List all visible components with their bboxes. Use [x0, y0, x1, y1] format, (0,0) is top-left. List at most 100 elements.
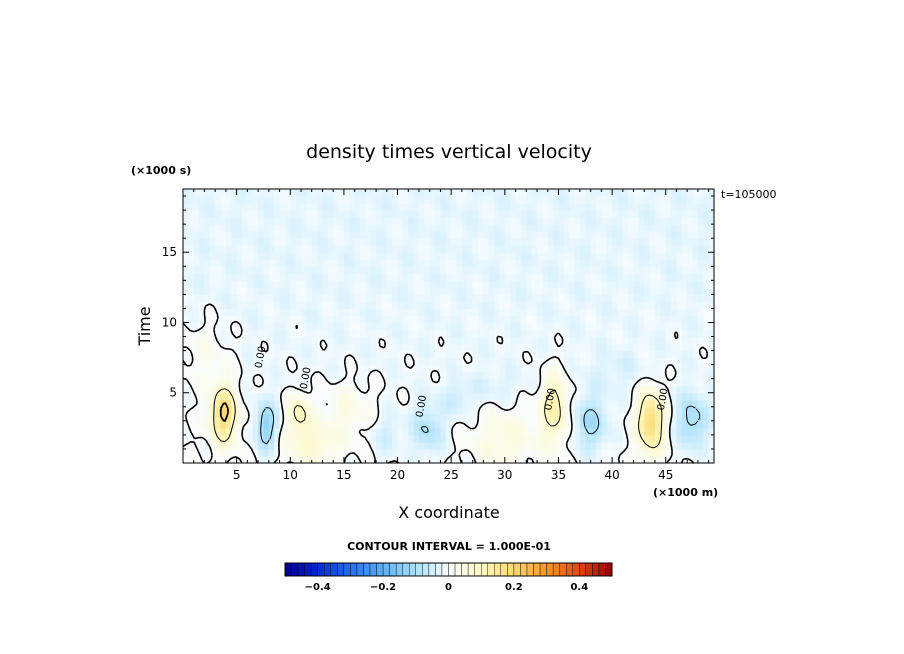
- heat-cell: [360, 252, 366, 260]
- heat-cell: [612, 210, 619, 218]
- heat-cell: [252, 427, 259, 436]
- heat-cell: [360, 343, 366, 352]
- heat-cell: [376, 189, 383, 197]
- heat-cell: [188, 231, 195, 239]
- heat-cell: [697, 217, 704, 225]
- heat-cell: [622, 350, 629, 359]
- heat-cell: [258, 441, 265, 450]
- heat-cell: [419, 308, 425, 317]
- heat-cell: [494, 448, 501, 457]
- heat-cell: [478, 357, 484, 366]
- heat-cell: [199, 259, 206, 267]
- heat-cell: [579, 273, 586, 281]
- heat-cell: [671, 350, 678, 359]
- heat-cell: [188, 364, 195, 373]
- heat-cell: [327, 322, 334, 331]
- heat-cell: [440, 455, 447, 464]
- heat-cell: [225, 203, 232, 211]
- heat-cell: [510, 203, 517, 211]
- heat-cell: [606, 294, 613, 303]
- heat-cell: [671, 406, 678, 415]
- heat-cell: [601, 406, 608, 415]
- heat-cell: [247, 189, 254, 197]
- heat-cell: [284, 427, 291, 436]
- heat-cell: [445, 364, 452, 373]
- heat-cell: [547, 189, 554, 197]
- heat-cell: [322, 210, 329, 218]
- heat-cell: [317, 399, 324, 408]
- heat-cell: [349, 343, 356, 352]
- heat-cell: [606, 350, 613, 359]
- heat-cell: [327, 308, 334, 317]
- heat-cell: [660, 392, 667, 401]
- heat-cell: [408, 322, 415, 331]
- heat-cell: [515, 434, 522, 443]
- heat-cell: [510, 448, 517, 457]
- x-tick-label: 20: [390, 468, 405, 482]
- heat-cell: [188, 448, 195, 457]
- heat-cell: [279, 371, 286, 380]
- heat-cell: [204, 378, 211, 387]
- heat-cell: [515, 448, 522, 457]
- heat-cell: [188, 217, 195, 225]
- heat-cell: [649, 266, 656, 274]
- heat-cell: [343, 434, 350, 443]
- heat-cell: [638, 448, 645, 457]
- heat-cell: [649, 420, 656, 429]
- heat-cell: [612, 385, 619, 394]
- heat-cell: [274, 231, 281, 239]
- heat-cell: [467, 217, 474, 225]
- heat-cell: [392, 224, 399, 232]
- heat-cell: [488, 203, 495, 211]
- heat-cell: [322, 385, 329, 394]
- heat-cell: [644, 245, 651, 253]
- heat-cell: [268, 357, 275, 366]
- heat-cell: [268, 371, 275, 380]
- heat-cell: [644, 210, 651, 218]
- heat-cell: [236, 420, 243, 429]
- heat-cell: [569, 343, 576, 352]
- heat-cell: [193, 455, 200, 464]
- heat-cell: [520, 266, 527, 274]
- heat-cell: [601, 385, 608, 394]
- heat-cell: [408, 308, 415, 317]
- heat-cell: [413, 455, 420, 464]
- heat-cell: [478, 385, 484, 394]
- heat-cell: [408, 287, 415, 295]
- heat-cell: [290, 329, 297, 338]
- heat-cell: [242, 252, 248, 260]
- heat-cell: [461, 357, 468, 366]
- heat-cell: [402, 210, 409, 218]
- heat-cell: [333, 224, 340, 232]
- heat-cell: [220, 238, 227, 246]
- heat-cell: [633, 287, 640, 295]
- heat-cell: [376, 420, 383, 429]
- heat-cell: [504, 217, 511, 225]
- heat-cell: [628, 350, 635, 359]
- heat-cell: [435, 308, 442, 317]
- heat-cell: [343, 252, 350, 260]
- heat-cell: [333, 343, 340, 352]
- heat-cell: [638, 217, 645, 225]
- heat-cell: [708, 203, 715, 211]
- heat-cell: [681, 350, 688, 359]
- heat-cell: [279, 441, 286, 450]
- heat-cell: [537, 434, 543, 443]
- heat-cell: [193, 252, 200, 260]
- heat-cell: [676, 406, 683, 415]
- heat-cell: [590, 392, 597, 401]
- heat-cell: [478, 245, 484, 253]
- heat-cell: [317, 420, 324, 429]
- heat-cell: [590, 455, 597, 464]
- heat-cell: [558, 287, 565, 295]
- heat-cell: [220, 336, 227, 345]
- heat-cell: [467, 336, 474, 345]
- heat-cell: [499, 448, 506, 457]
- heat-cell: [419, 350, 425, 359]
- heat-cell: [209, 427, 216, 436]
- heat-cell: [553, 322, 560, 331]
- heat-cell: [612, 371, 619, 380]
- heat-cell: [317, 294, 324, 303]
- heat-cell: [638, 350, 645, 359]
- heat-cell: [461, 245, 468, 253]
